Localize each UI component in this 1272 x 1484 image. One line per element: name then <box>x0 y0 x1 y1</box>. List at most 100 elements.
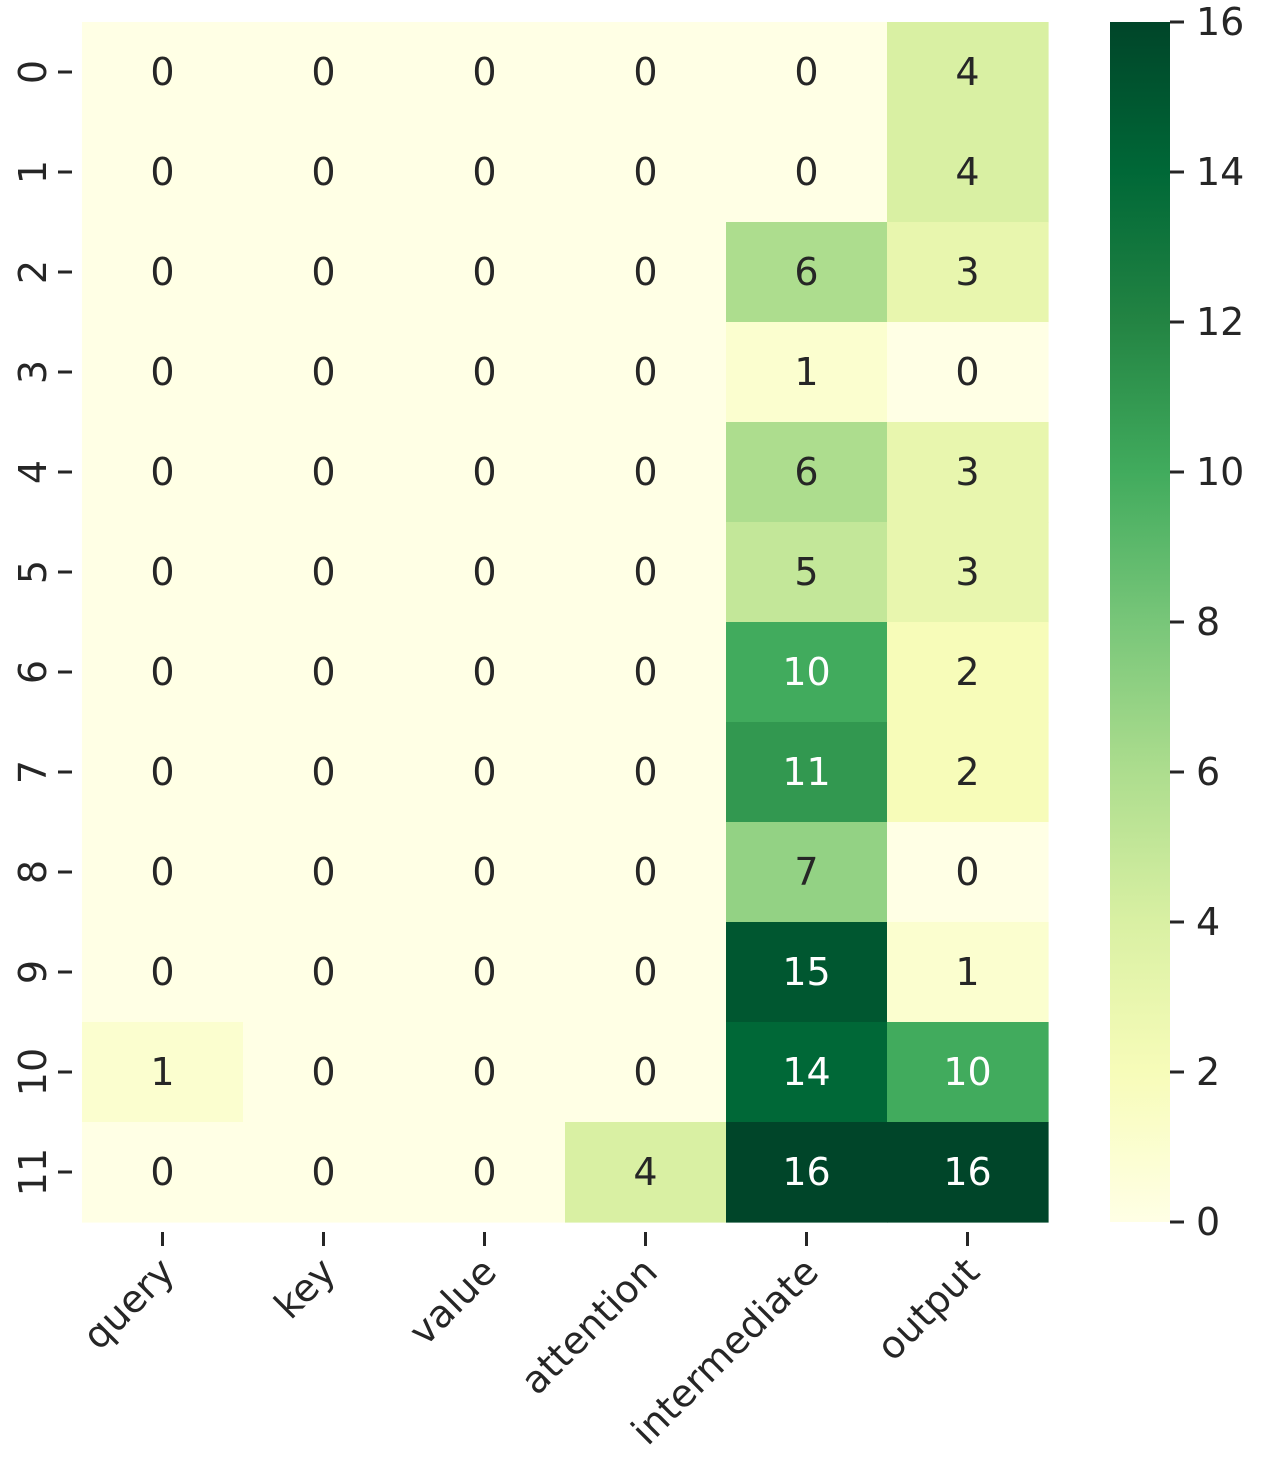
cell-value-label: 0 <box>633 450 657 494</box>
heatmap-cell <box>243 422 405 523</box>
heatmap-cell <box>565 222 727 323</box>
colorbar-tick-label: 14 <box>1196 150 1244 194</box>
heatmap-cell <box>243 622 405 723</box>
colorbar-tick-label: 10 <box>1196 450 1244 494</box>
heatmap-cell <box>404 722 566 823</box>
heatmap-cell <box>82 522 244 623</box>
cell-value-label: 0 <box>472 650 496 694</box>
cell-value-label: 0 <box>633 50 657 94</box>
x-tick-label: attention <box>512 1249 666 1403</box>
heatmap-cell <box>565 22 727 123</box>
cell-value-label: 0 <box>472 750 496 794</box>
x-tick-label: output <box>868 1249 988 1369</box>
heatmap-cell <box>887 822 1049 923</box>
heatmap-cell <box>887 422 1049 523</box>
cell-value-label: 0 <box>633 150 657 194</box>
heatmap-cell <box>726 622 888 723</box>
heatmap-cell <box>565 922 727 1023</box>
cell-value-label: 3 <box>955 550 979 594</box>
heatmap-cell <box>887 522 1049 623</box>
cell-value-label: 10 <box>943 1050 991 1094</box>
y-tick-label: 3 <box>11 360 55 384</box>
cell-value-label: 0 <box>311 150 335 194</box>
heatmap-cell <box>887 722 1049 823</box>
heatmap-cell <box>82 622 244 723</box>
heatmap-cell <box>82 1022 244 1123</box>
cell-value-label: 0 <box>311 550 335 594</box>
heatmap-cell <box>404 522 566 623</box>
heatmap-cell <box>243 722 405 823</box>
heatmap-cell <box>565 1022 727 1123</box>
y-tick-label: 0 <box>11 60 55 84</box>
heatmap-cell <box>404 222 566 323</box>
colorbar-tick-label: 2 <box>1196 1050 1220 1094</box>
cell-value-label: 0 <box>150 1150 174 1194</box>
cell-value-label: 0 <box>150 50 174 94</box>
cell-value-label: 6 <box>794 250 818 294</box>
heatmap-cell <box>726 1122 888 1223</box>
heatmap-cell <box>726 522 888 623</box>
y-tick-label: 6 <box>11 660 55 684</box>
heatmap-cell <box>82 22 244 123</box>
cell-value-label: 0 <box>150 650 174 694</box>
x-tick-label: key <box>266 1249 344 1327</box>
heatmap-cell <box>243 322 405 423</box>
heatmap-cell <box>565 822 727 923</box>
heatmap-cell <box>404 1022 566 1123</box>
colorbar-tick-label: 8 <box>1196 600 1220 644</box>
heatmap-cell <box>726 322 888 423</box>
cell-value-label: 1 <box>955 950 979 994</box>
cell-value-label: 0 <box>794 150 818 194</box>
cell-value-label: 10 <box>782 650 830 694</box>
heatmap-cell <box>887 22 1049 123</box>
cell-value-label: 0 <box>955 850 979 894</box>
heatmap-cell <box>82 1122 244 1223</box>
cell-value-label: 7 <box>794 850 818 894</box>
cell-value-label: 4 <box>633 1150 657 1194</box>
cell-value-label: 2 <box>955 750 979 794</box>
heatmap-cell <box>82 122 244 223</box>
cell-value-label: 0 <box>311 850 335 894</box>
cell-value-label: 16 <box>782 1150 830 1194</box>
cell-value-label: 0 <box>633 750 657 794</box>
heatmap-cell <box>565 722 727 823</box>
heatmap-cell <box>887 322 1049 423</box>
heatmap-cell <box>243 22 405 123</box>
cell-value-label: 0 <box>150 750 174 794</box>
cell-value-label: 0 <box>472 350 496 394</box>
heatmap-cell <box>404 122 566 223</box>
heatmap-cell <box>243 1022 405 1123</box>
heatmap-cell <box>726 1022 888 1123</box>
y-tick-label: 8 <box>11 860 55 884</box>
cell-value-label: 0 <box>633 650 657 694</box>
heatmap-cell <box>243 522 405 623</box>
cell-value-label: 0 <box>311 250 335 294</box>
cell-value-label: 5 <box>794 550 818 594</box>
cell-value-label: 0 <box>311 1150 335 1194</box>
cell-value-label: 0 <box>150 550 174 594</box>
cell-value-label: 0 <box>955 350 979 394</box>
cell-value-label: 0 <box>311 1050 335 1094</box>
heatmap-cell <box>243 222 405 323</box>
cell-value-label: 0 <box>472 50 496 94</box>
heatmap-cell <box>565 422 727 523</box>
cell-value-label: 0 <box>633 850 657 894</box>
heatmap-cell <box>243 122 405 223</box>
heatmap-cell <box>565 522 727 623</box>
heatmap-cell <box>82 422 244 523</box>
heatmap-cell <box>565 622 727 723</box>
cell-value-label: 2 <box>955 650 979 694</box>
cell-value-label: 0 <box>472 850 496 894</box>
cell-value-label: 0 <box>633 550 657 594</box>
heatmap-cell <box>565 122 727 223</box>
cell-value-label: 0 <box>311 50 335 94</box>
heatmap-cell <box>887 1122 1049 1223</box>
heatmap-cell <box>82 322 244 423</box>
heatmap-cell <box>565 322 727 423</box>
heatmap-cell <box>726 722 888 823</box>
cell-value-label: 0 <box>311 350 335 394</box>
cell-value-label: 0 <box>311 750 335 794</box>
y-tick-label: 1 <box>11 160 55 184</box>
cell-value-label: 0 <box>150 150 174 194</box>
y-tick-label: 5 <box>11 560 55 584</box>
